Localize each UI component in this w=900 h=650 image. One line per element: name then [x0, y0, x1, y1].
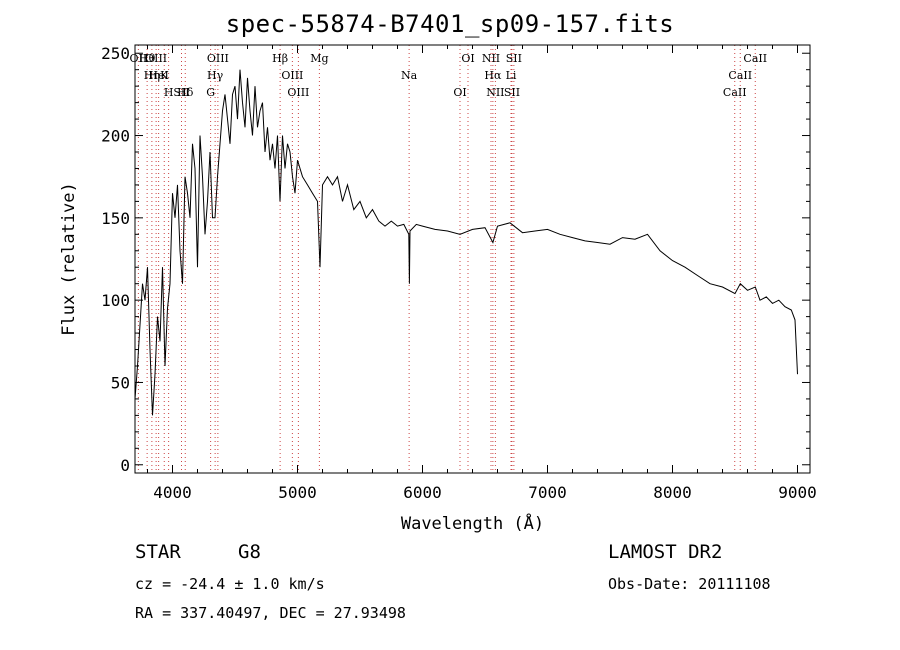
- y-tick-label: 200: [101, 127, 130, 146]
- y-tick-label: 0: [120, 456, 130, 475]
- line-marker-label: H: [164, 86, 174, 99]
- x-tick-label: 7000: [528, 483, 567, 502]
- line-marker-label: Hθ: [139, 52, 156, 65]
- line-marker-label: OIII: [281, 69, 303, 82]
- line-marker-label: SII: [506, 52, 522, 65]
- x-tick-label: 4000: [153, 483, 192, 502]
- line-marker-label: HeI: [148, 69, 168, 82]
- object-class: STAR: [135, 541, 181, 563]
- x-tick-label: 5000: [278, 483, 317, 502]
- line-marker-label: OI: [461, 52, 474, 65]
- line-marker-label: Na: [401, 69, 418, 82]
- object-subclass: G8: [238, 541, 261, 563]
- survey-name: LAMOST DR2: [608, 541, 723, 563]
- line-marker-label: Hγ: [207, 69, 224, 82]
- line-marker-label: CaII: [728, 69, 752, 82]
- spectrum-series-line: [134, 69, 798, 416]
- line-marker-label: OIII: [287, 86, 309, 99]
- x-axis-label: Wavelength (Å): [401, 512, 544, 534]
- line-marker-label: Hα: [484, 69, 502, 82]
- y-axis-label: Flux (relative): [59, 182, 79, 336]
- line-marker-label: Mg: [310, 52, 328, 65]
- line-marker-label: OI: [453, 86, 466, 99]
- line-marker-label: CaII: [723, 86, 747, 99]
- x-tick-label: 9000: [778, 483, 817, 502]
- x-tick-label: 6000: [403, 483, 442, 502]
- line-marker-label: CaII: [743, 52, 767, 65]
- line-marker-label: Hη: [144, 69, 160, 82]
- line-marker-label: NII: [482, 52, 500, 65]
- line-marker-label: Hδ: [177, 86, 194, 99]
- chart-title: spec-55874-B7401_sp09-157.fits: [225, 10, 675, 38]
- line-marker-label: Hβ: [272, 52, 288, 65]
- line-marker-label: K: [160, 69, 169, 82]
- line-marker-label: NII: [486, 86, 504, 99]
- line-marker-label: Li: [506, 69, 517, 82]
- x-tick-label: 8000: [653, 483, 692, 502]
- redshift-velocity: cz = -24.4 ± 1.0 km/s: [135, 575, 325, 593]
- y-tick-label: 250: [101, 44, 130, 63]
- y-tick-label: 100: [101, 291, 130, 310]
- line-marker-label: G: [206, 86, 215, 99]
- y-tick-label: 50: [111, 373, 130, 392]
- line-marker-label: SII: [173, 86, 189, 99]
- line-markers: [137, 45, 756, 473]
- line-marker-label: OIII: [145, 52, 167, 65]
- coordinates: RA = 337.40497, DEC = 27.93498: [135, 604, 406, 622]
- observation-date: Obs-Date: 20111108: [608, 575, 771, 593]
- y-tick-label: 150: [101, 209, 130, 228]
- line-marker-label: SII: [504, 86, 520, 99]
- line-marker-label: OII: [130, 52, 148, 65]
- line-marker-label: OIII: [207, 52, 229, 65]
- axis-ticks: 4000 5000 6000 7000 8000 9000 0 50 100 150 200 250: [101, 44, 817, 502]
